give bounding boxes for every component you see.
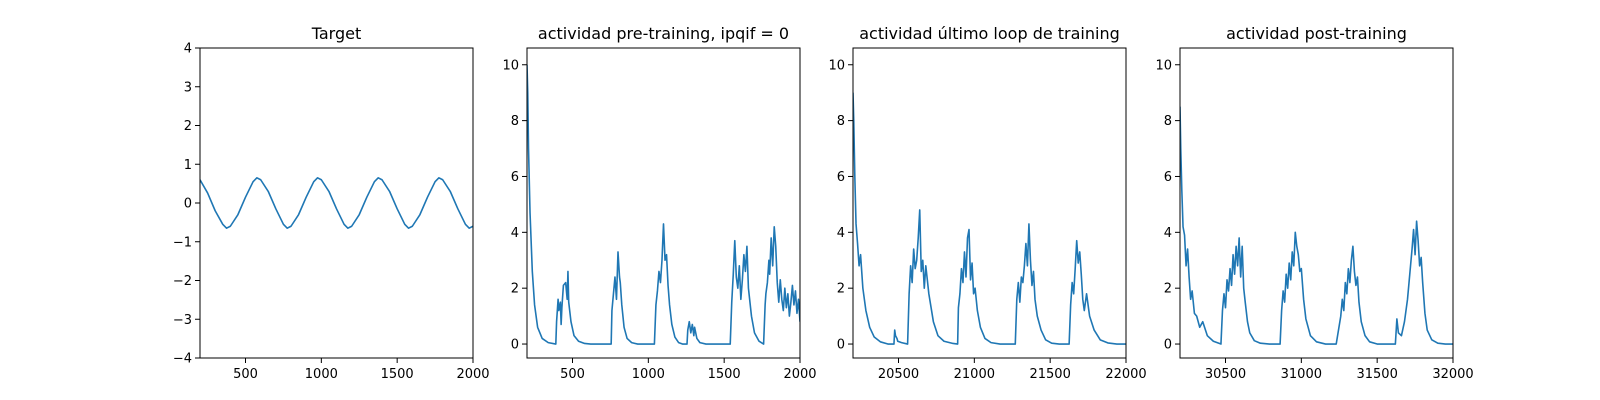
series-line	[200, 177, 473, 229]
y-tick-label: 2	[184, 119, 192, 134]
y-tick-label: 2	[1164, 282, 1172, 297]
x-tick-label: 1500	[708, 367, 741, 382]
panel-1: Target 500 1000 1500 2000 −4 −3 −2 −1 0 1 2 3 4	[173, 24, 490, 382]
series-line	[853, 92, 1126, 345]
x-tick-label: 1000	[632, 367, 665, 382]
panel-title: actividad pre-training, ipqif = 0	[538, 24, 789, 43]
y-tick-label: −3	[173, 313, 192, 328]
x-tick-label: 31500	[1356, 367, 1397, 382]
x-tick-label: 2000	[456, 367, 489, 382]
x-tick-label: 500	[233, 367, 258, 382]
x-tick-label: 20500	[878, 367, 919, 382]
y-tick-label: 4	[1164, 226, 1172, 241]
y-tick-label: −2	[173, 274, 192, 289]
y-tick-label: −1	[173, 235, 192, 250]
x-tick-label: 30500	[1205, 367, 1246, 382]
y-tick-label: 6	[837, 170, 845, 185]
panel-4: actividad post-training 30500 31000 31500 32…	[1155, 24, 1473, 382]
x-tick-label: 21500	[1029, 367, 1070, 382]
y-tick-label: 4	[184, 42, 192, 57]
x-tick-label: 1000	[305, 367, 338, 382]
series-line	[1180, 106, 1453, 345]
y-tick-label: 8	[837, 114, 845, 129]
y-tick-label: 0	[1164, 338, 1172, 353]
x-tick-label: 1500	[381, 367, 414, 382]
y-tick-label: 0	[184, 197, 192, 212]
axes-frame	[1179, 47, 1454, 359]
x-tick-label: 31000	[1281, 367, 1322, 382]
y-tick-label: 8	[511, 114, 519, 129]
y-tick-label: 10	[828, 58, 845, 73]
x-tick-label: 2000	[783, 367, 816, 382]
panel-2: actividad pre-training, ipqif = 0 500 1000…	[502, 24, 816, 382]
y-tick-label: 0	[837, 338, 845, 353]
y-tick-label: 4	[511, 226, 519, 241]
panel-title: actividad último loop de training	[859, 24, 1120, 43]
x-tick-label: 22000	[1105, 367, 1146, 382]
y-tick-label: 2	[511, 282, 519, 297]
x-tick-label: 32000	[1432, 367, 1473, 382]
y-tick-label: 0	[511, 338, 519, 353]
x-tick-label: 21000	[954, 367, 995, 382]
axes-frame	[526, 47, 801, 359]
series-line	[527, 64, 800, 345]
y-tick-label: −4	[173, 352, 192, 367]
y-tick-label: 4	[837, 226, 845, 241]
y-tick-label: 2	[837, 282, 845, 297]
y-tick-label: 3	[184, 80, 192, 95]
x-tick-label: 500	[560, 367, 585, 382]
y-tick-label: 6	[1164, 170, 1172, 185]
y-tick-label: 8	[1164, 114, 1172, 129]
panel-title: Target	[311, 24, 362, 43]
panel-title: actividad post-training	[1226, 24, 1407, 43]
axes-frame	[852, 47, 1127, 359]
y-tick-label: 10	[1155, 58, 1172, 73]
y-tick-label: 1	[184, 158, 192, 173]
y-tick-label: 10	[502, 58, 519, 73]
y-tick-label: 6	[511, 170, 519, 185]
